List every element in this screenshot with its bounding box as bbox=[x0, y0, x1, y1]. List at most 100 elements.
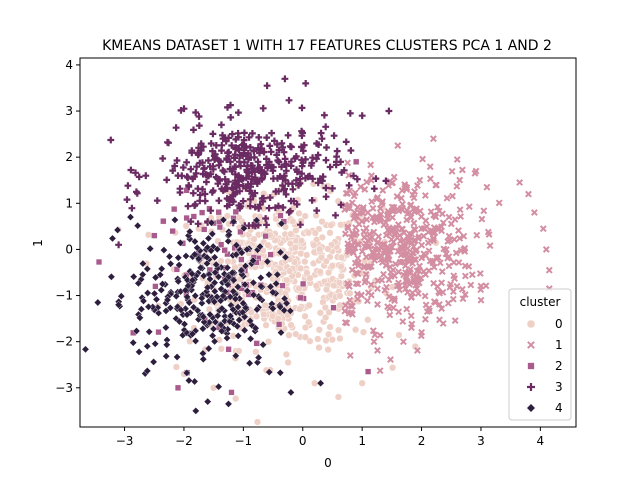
data-point bbox=[173, 353, 181, 361]
data-point bbox=[237, 162, 245, 170]
data-point bbox=[403, 216, 411, 224]
data-point bbox=[393, 282, 401, 290]
data-point bbox=[253, 418, 262, 426]
data-point bbox=[456, 176, 464, 184]
data-point bbox=[322, 184, 330, 192]
data-point bbox=[373, 213, 381, 220]
data-point bbox=[455, 227, 462, 235]
data-point bbox=[229, 287, 238, 296]
data-point bbox=[176, 189, 184, 196]
data-point bbox=[369, 252, 377, 260]
data-point bbox=[545, 266, 553, 274]
data-point bbox=[346, 296, 354, 304]
legend-label: 3 bbox=[555, 380, 563, 394]
data-point bbox=[129, 272, 138, 281]
data-point bbox=[211, 318, 220, 326]
data-point bbox=[296, 305, 304, 313]
data-point bbox=[113, 226, 122, 234]
data-point bbox=[267, 148, 275, 156]
data-point bbox=[151, 339, 160, 348]
data-point bbox=[254, 158, 262, 166]
data-point bbox=[238, 256, 245, 263]
data-point bbox=[275, 187, 283, 195]
data-point bbox=[146, 244, 155, 253]
data-point bbox=[262, 321, 270, 329]
data-point bbox=[330, 132, 338, 140]
data-point bbox=[206, 275, 214, 283]
data-point bbox=[328, 262, 336, 270]
data-point bbox=[143, 367, 152, 375]
data-point bbox=[257, 282, 265, 291]
data-point bbox=[242, 143, 250, 150]
data-point bbox=[306, 337, 314, 345]
data-point bbox=[322, 193, 330, 201]
data-point bbox=[358, 217, 366, 225]
data-point bbox=[214, 272, 223, 281]
data-point bbox=[298, 156, 306, 164]
data-point bbox=[209, 130, 217, 138]
data-point bbox=[152, 283, 159, 290]
legend-marker bbox=[527, 383, 535, 391]
data-point bbox=[426, 163, 434, 171]
data-point bbox=[295, 209, 303, 217]
data-point bbox=[182, 252, 190, 260]
data-point bbox=[143, 342, 152, 351]
data-point bbox=[369, 327, 377, 335]
legend-item: 0 bbox=[526, 317, 563, 331]
data-point bbox=[264, 338, 273, 346]
data-point bbox=[396, 258, 404, 266]
data-point bbox=[282, 299, 291, 308]
data-point bbox=[434, 203, 442, 211]
y-axis: −3 −2 −1 0 1 2 3 4 bbox=[55, 58, 80, 395]
data-point bbox=[162, 323, 170, 332]
data-point bbox=[139, 297, 148, 305]
data-point bbox=[322, 285, 331, 294]
data-point bbox=[268, 129, 276, 137]
data-point bbox=[135, 348, 143, 356]
data-point bbox=[224, 400, 233, 408]
data-point bbox=[169, 228, 176, 235]
data-point bbox=[230, 154, 238, 162]
data-point bbox=[133, 221, 142, 230]
legend: cluster 0 1 2 3 4 bbox=[508, 288, 572, 421]
data-point bbox=[317, 253, 326, 262]
data-point bbox=[207, 140, 215, 147]
data-point bbox=[395, 331, 403, 339]
data-point bbox=[223, 195, 231, 202]
data-point bbox=[132, 188, 140, 196]
data-point bbox=[429, 135, 437, 143]
data-point bbox=[208, 230, 217, 238]
data-point bbox=[525, 190, 532, 198]
data-point bbox=[210, 337, 219, 346]
data-point bbox=[197, 140, 205, 148]
data-point bbox=[248, 129, 256, 137]
data-point bbox=[386, 263, 394, 271]
data-point bbox=[225, 230, 233, 239]
data-point bbox=[440, 245, 448, 253]
data-point bbox=[277, 219, 286, 228]
data-point bbox=[272, 279, 281, 288]
data-point bbox=[249, 192, 257, 200]
data-point bbox=[376, 205, 384, 212]
data-point bbox=[265, 368, 274, 376]
series-1 bbox=[341, 135, 553, 375]
data-point bbox=[407, 201, 415, 209]
data-point bbox=[453, 182, 461, 190]
data-point bbox=[201, 190, 209, 198]
data-point bbox=[430, 279, 438, 287]
data-point bbox=[199, 185, 206, 193]
data-point bbox=[233, 322, 242, 331]
data-point bbox=[314, 151, 322, 159]
data-point bbox=[183, 310, 191, 319]
data-point bbox=[461, 291, 469, 299]
data-point bbox=[163, 176, 171, 184]
data-point bbox=[347, 302, 355, 310]
data-point bbox=[369, 204, 377, 212]
data-point bbox=[362, 253, 370, 261]
data-point bbox=[345, 181, 353, 189]
data-point bbox=[354, 203, 362, 211]
data-point bbox=[197, 294, 206, 303]
data-point bbox=[264, 241, 272, 249]
data-point bbox=[292, 330, 300, 338]
data-point bbox=[182, 369, 191, 377]
